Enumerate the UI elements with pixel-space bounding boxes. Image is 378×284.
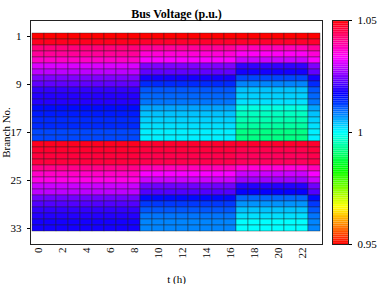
svg-text:14: 14 [200, 247, 212, 259]
svg-text:18: 18 [248, 247, 260, 259]
svg-text:33: 33 [11, 222, 23, 234]
svg-text:1: 1 [16, 30, 22, 42]
svg-text:0: 0 [32, 247, 44, 253]
svg-text:12: 12 [176, 248, 188, 259]
svg-text:4: 4 [80, 247, 92, 253]
svg-text:17: 17 [10, 126, 22, 138]
svg-text:9: 9 [16, 78, 22, 90]
svg-text:25: 25 [11, 174, 23, 186]
svg-text:1: 1 [358, 126, 364, 138]
svg-text:1.05: 1.05 [358, 14, 378, 26]
svg-text:10: 10 [152, 247, 164, 259]
svg-text:0.95: 0.95 [358, 238, 378, 250]
svg-text:20: 20 [272, 247, 284, 259]
svg-text:t (h): t (h) [167, 273, 186, 284]
svg-text:8: 8 [128, 247, 140, 253]
svg-text:6: 6 [104, 247, 116, 253]
svg-text:22: 22 [296, 248, 308, 259]
svg-text:16: 16 [224, 247, 236, 259]
svg-text:2: 2 [56, 248, 68, 254]
svg-text:Branch No.: Branch No. [0, 107, 12, 158]
svg-text:Bus Voltage (p.u.): Bus Voltage (p.u.) [131, 7, 222, 21]
